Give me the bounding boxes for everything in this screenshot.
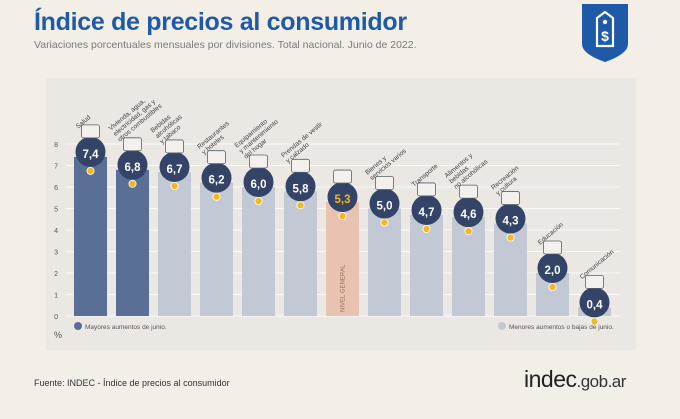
value-label: 4,7 [419, 207, 435, 219]
value-badge [285, 171, 316, 202]
value-dot [212, 192, 221, 201]
cutlery-icon [207, 150, 226, 165]
value-badge [243, 167, 274, 197]
bar-inner-label: NIVEL GENERAL [341, 264, 347, 312]
value-label: 2,0 [545, 265, 561, 277]
phone-icon [585, 274, 604, 289]
value-label: 4,6 [461, 209, 477, 221]
food-icon [459, 184, 478, 199]
first-aid-icon [81, 124, 100, 139]
y-tick-label: 7 [54, 164, 58, 171]
y-axis: 0 1 2 3 4 5 6 7 8% [54, 142, 62, 340]
value-label: 0,4 [587, 299, 604, 311]
legend-high-label: Mayores aumentos de junio. [85, 324, 167, 331]
page-subtitle: Variaciones porcentuales mensuales por d… [34, 39, 417, 51]
value-label: 6,8 [125, 162, 142, 174]
bar [326, 202, 359, 316]
razor-icon [375, 176, 394, 190]
value-label: 4,3 [503, 216, 519, 228]
y-tick-label: 2 [54, 271, 58, 278]
value-dot [86, 166, 95, 175]
bar [116, 169, 149, 316]
brand-main: indec [524, 366, 577, 392]
brand-logo: indec.gob.ar [524, 366, 626, 393]
wine-glass-icon [165, 139, 184, 154]
y-tick-label: 4 [54, 228, 58, 235]
bars-layer: 7,4 6,8 6,7 6,2 6,0 5,8 NIVEL GENERAL 5,3 5,0 4,7… [74, 124, 611, 326]
value-dot [464, 227, 473, 236]
page-title: Índice de precios al consumidor [34, 8, 407, 36]
bus-icon [417, 182, 436, 197]
beach-icon [501, 191, 520, 205]
value-badge [201, 162, 232, 193]
value-badge [579, 287, 610, 318]
books-icon [543, 240, 562, 255]
value-dot [380, 218, 389, 227]
legend-low-swatch [498, 322, 506, 330]
legend-low-label: Menores aumentos o bajas de junio. [509, 324, 614, 331]
value-badge [369, 188, 400, 219]
y-tick-label: 3 [54, 250, 58, 257]
value-dot [506, 233, 515, 242]
value-dot [254, 196, 263, 205]
y-tick-label: 8 [54, 142, 58, 149]
value-badge [75, 136, 106, 167]
value-badge [327, 182, 358, 213]
legend-high-swatch [74, 322, 82, 330]
bar [242, 187, 275, 316]
value-label: 7,4 [83, 149, 100, 161]
value-dot [296, 201, 305, 210]
y-axis-label: % [54, 330, 62, 340]
source-note: Fuente: INDEC - Índice de precios al con… [34, 378, 230, 388]
value-label: 5,0 [377, 201, 393, 213]
value-badge [411, 194, 442, 225]
y-tick-label: 0 [54, 314, 58, 321]
value-dot [548, 282, 557, 291]
legend: Mayores aumentos de junio. Menores aumen… [74, 322, 614, 331]
value-label: 6,2 [209, 175, 225, 187]
value-label: 5,8 [293, 183, 310, 195]
value-badge [159, 151, 190, 182]
shoe-icon [291, 158, 310, 173]
bar [158, 171, 191, 316]
bar [200, 182, 233, 316]
value-dot [422, 224, 431, 233]
shopping-bag-icon [333, 169, 352, 184]
indec-badge-icon: $ [582, 4, 628, 62]
value-dot [128, 179, 137, 188]
lightbulb-icon [123, 137, 142, 152]
bar [284, 191, 317, 316]
value-badge [117, 149, 148, 180]
value-dot [338, 212, 347, 221]
appliance-icon [249, 154, 268, 169]
value-label: 6,7 [167, 164, 183, 176]
value-badge [495, 203, 526, 234]
value-dot [170, 181, 179, 190]
value-label: 6,0 [251, 179, 267, 191]
brand-domain: .gob.ar [576, 372, 626, 391]
y-tick-label: 1 [54, 293, 58, 300]
bar [74, 156, 107, 316]
y-tick-label: 5 [54, 207, 58, 214]
value-label: 5,3 [335, 194, 351, 206]
svg-text:$: $ [601, 28, 609, 44]
value-dot [590, 317, 599, 326]
y-tick-label: 6 [54, 185, 58, 192]
value-badge [537, 253, 568, 283]
value-badge [453, 197, 484, 228]
